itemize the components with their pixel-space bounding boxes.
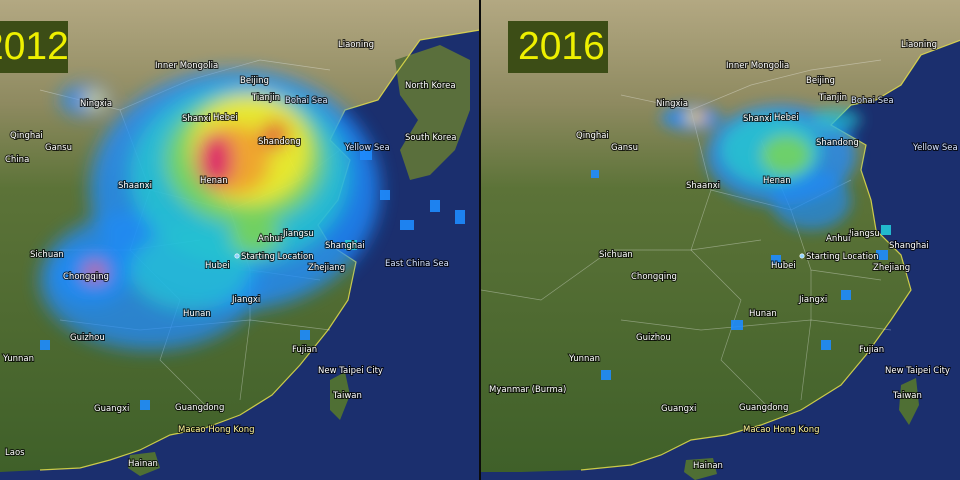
label-hubei: Hubei xyxy=(205,261,230,271)
label-inner-mongolia: Inner Mongolia xyxy=(726,61,789,71)
label-shanxi: Shanxi xyxy=(182,114,211,124)
label-sichuan: Sichuan xyxy=(599,250,633,260)
label-chongqing: Chongqing xyxy=(631,272,677,282)
label-bohai-sea: Bohai Sea xyxy=(285,96,328,106)
label-shandong: Shandong xyxy=(816,138,859,148)
label-macao-hong-kong: Macao Hong Kong xyxy=(743,425,820,435)
label-guangxi: Guangxi xyxy=(94,404,129,414)
label-tianjin: Tianjin xyxy=(251,93,280,103)
label-ningxia: Ningxia xyxy=(656,99,688,109)
label-yellow-sea: Yellow Sea xyxy=(344,143,390,153)
label-hainan: Hainan xyxy=(693,461,723,471)
label-shaanxi: Shaanxi xyxy=(118,181,152,191)
label-macao-hong-kong: Macao Hong Kong xyxy=(178,425,255,435)
labels-2016: Inner Mongolia Liaoning Beijing Tianjin … xyxy=(488,39,959,472)
coastline xyxy=(39,29,480,471)
label-myanmar: Myanmar (Burma) xyxy=(489,385,566,395)
label-hebei: Hebei xyxy=(774,113,799,123)
label-jiangsu: Jiangsu xyxy=(282,229,314,239)
label-east-china-sea: East China Sea xyxy=(385,259,449,269)
label-hunan: Hunan xyxy=(749,309,777,319)
korean-peninsula xyxy=(395,45,470,180)
label-china: China xyxy=(5,155,29,165)
label-qinghai: Qinghai xyxy=(576,131,609,141)
year-label-2016: 2016 xyxy=(508,21,608,73)
no2-overlay-2016 xyxy=(591,105,891,380)
label-guangxi: Guangxi xyxy=(661,404,696,414)
label-henan: Henan xyxy=(200,176,228,186)
label-zhejiang: Zhejiang xyxy=(308,263,345,273)
label-south-korea: South Korea xyxy=(405,133,457,143)
hainan-island xyxy=(684,458,717,480)
label-anhui: Anhui xyxy=(826,234,850,244)
label-tianjin: Tianjin xyxy=(818,93,847,103)
label-north-korea: North Korea xyxy=(405,81,456,91)
label-starting-location: Starting Location xyxy=(241,252,314,262)
label-liaoning: Liaoning xyxy=(901,40,937,50)
labels-2012: Inner Mongolia Liaoning Beijing Tianjin … xyxy=(1,39,458,470)
no2-overlay-2012 xyxy=(40,70,465,410)
label-hainan: Hainan xyxy=(128,459,158,469)
label-taiwan: Taiwan xyxy=(332,391,362,401)
label-new-taipei-city: New Taipei City xyxy=(318,366,383,376)
label-starting-location: Starting Location xyxy=(806,252,879,262)
panel-divider xyxy=(479,0,481,480)
label-hebei: Hebei xyxy=(213,113,238,123)
label-jiangsu: Jiangsu xyxy=(848,229,880,239)
label-shanxi: Shanxi xyxy=(743,114,772,124)
label-jiangxi: Jiangxi xyxy=(231,295,260,305)
label-bohai-sea: Bohai Sea xyxy=(851,96,894,106)
label-sichuan: Sichuan xyxy=(30,250,64,260)
label-beijing: Beijing xyxy=(806,76,835,86)
label-hunan: Hunan xyxy=(183,309,211,319)
label-yunnan: Yunnan xyxy=(2,354,34,364)
map-panel-2016[interactable]: Inner Mongolia Liaoning Beijing Tianjin … xyxy=(481,0,960,480)
label-gansu: Gansu xyxy=(611,143,638,153)
label-guangdong: Guangdong xyxy=(175,403,224,413)
label-shandong: Shandong xyxy=(258,137,301,147)
label-shanghai: Shanghai xyxy=(325,241,365,251)
label-shanghai: Shanghai xyxy=(889,241,929,251)
label-gansu: Gansu xyxy=(45,143,72,153)
hainan-island xyxy=(128,452,160,476)
starting-location-marker[interactable] xyxy=(234,253,240,259)
label-yunnan: Yunnan xyxy=(568,354,600,364)
label-hubei: Hubei xyxy=(771,261,796,271)
taiwan-island xyxy=(899,378,919,425)
map-panel-2012[interactable]: Inner Mongolia Liaoning Beijing Tianjin … xyxy=(0,0,480,480)
label-laos: Laos xyxy=(5,448,25,458)
label-shaanxi: Shaanxi xyxy=(686,181,720,191)
label-inner-mongolia: Inner Mongolia xyxy=(155,61,218,71)
label-zhejiang: Zhejiang xyxy=(873,263,910,273)
starting-location-marker[interactable] xyxy=(799,253,805,259)
label-guizhou: Guizhou xyxy=(70,333,105,343)
label-taiwan: Taiwan xyxy=(892,391,922,401)
label-anhui: Anhui xyxy=(258,234,282,244)
label-guizhou: Guizhou xyxy=(636,333,671,343)
label-fujian: Fujian xyxy=(859,345,884,355)
label-guangdong: Guangdong xyxy=(739,403,788,413)
label-liaoning: Liaoning xyxy=(338,40,374,50)
label-fujian: Fujian xyxy=(292,345,317,355)
taiwan-island xyxy=(330,372,350,420)
label-henan: Henan xyxy=(763,176,791,186)
label-new-taipei-city: New Taipei City xyxy=(885,366,950,376)
mainland-landmass xyxy=(481,0,960,472)
label-jiangxi: Jiangxi xyxy=(798,295,827,305)
coastline xyxy=(580,39,960,471)
label-chongqing: Chongqing xyxy=(63,272,109,282)
year-label-2012: 2012 xyxy=(0,21,69,73)
label-yellow-sea: Yellow Sea xyxy=(912,143,958,153)
label-ningxia: Ningxia xyxy=(80,99,112,109)
label-qinghai: Qinghai xyxy=(10,131,43,141)
label-beijing: Beijing xyxy=(240,76,269,86)
map-view-2012[interactable]: Inner Mongolia Liaoning Beijing Tianjin … xyxy=(0,0,480,480)
map-view-2016[interactable]: Inner Mongolia Liaoning Beijing Tianjin … xyxy=(481,0,960,480)
